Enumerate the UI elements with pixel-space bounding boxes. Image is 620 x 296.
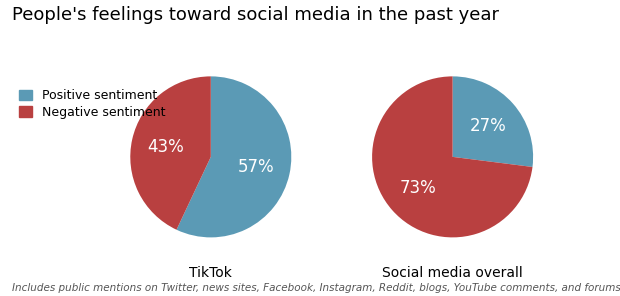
Text: Includes public mentions on Twitter, news sites, Facebook, Instagram, Reddit, bl: Includes public mentions on Twitter, new… [12, 283, 620, 293]
X-axis label: TikTok: TikTok [189, 266, 232, 280]
X-axis label: Social media overall: Social media overall [382, 266, 523, 280]
Text: 43%: 43% [147, 138, 184, 156]
Text: People's feelings toward social media in the past year: People's feelings toward social media in… [12, 6, 499, 24]
Wedge shape [177, 76, 291, 237]
Text: 73%: 73% [399, 179, 436, 197]
Wedge shape [130, 76, 211, 230]
Wedge shape [372, 76, 533, 237]
Text: 57%: 57% [238, 158, 275, 176]
Text: 27%: 27% [469, 117, 506, 135]
Legend: Positive sentiment, Negative sentiment: Positive sentiment, Negative sentiment [19, 89, 166, 119]
Wedge shape [453, 76, 533, 167]
